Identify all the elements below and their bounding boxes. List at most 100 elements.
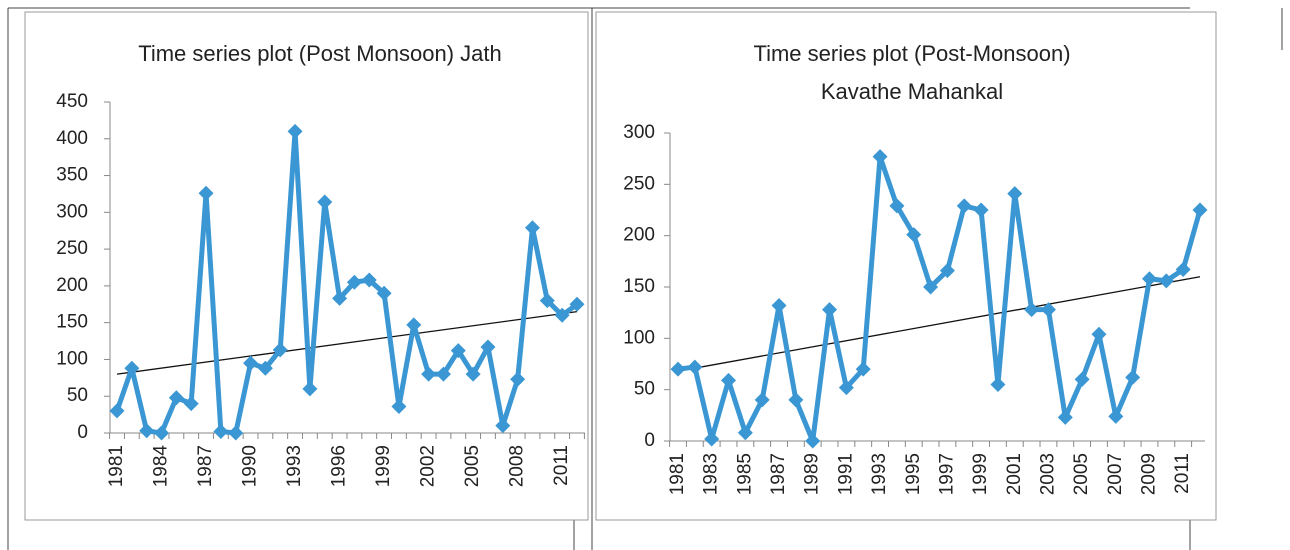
x-tick-label: 1983 bbox=[701, 453, 722, 495]
x-tick-label: 2008 bbox=[507, 445, 528, 487]
data-point bbox=[465, 366, 481, 382]
data-point bbox=[1074, 371, 1090, 387]
chart-box bbox=[595, 11, 1217, 521]
x-tick-label: 1995 bbox=[903, 453, 924, 495]
data-point bbox=[539, 293, 555, 309]
data-point bbox=[480, 339, 496, 355]
y-tick-label: 250 bbox=[623, 173, 655, 194]
x-tick-label: 2011 bbox=[1172, 453, 1193, 494]
data-point bbox=[939, 263, 955, 279]
data-point bbox=[109, 403, 125, 419]
data-point bbox=[838, 380, 854, 396]
x-tick-label: 1989 bbox=[802, 453, 823, 495]
x-tick-label: 2009 bbox=[1138, 453, 1159, 495]
data-point bbox=[257, 360, 273, 376]
data-point bbox=[391, 399, 407, 415]
data-point bbox=[1040, 302, 1056, 318]
data-point bbox=[168, 390, 184, 406]
series-line bbox=[677, 154, 1203, 444]
data-point bbox=[855, 361, 871, 377]
y-tick-label: 100 bbox=[56, 348, 88, 369]
data-point bbox=[1175, 262, 1191, 278]
data-point bbox=[450, 343, 466, 359]
data-point bbox=[771, 297, 787, 313]
data-point bbox=[923, 279, 939, 295]
data-point bbox=[990, 377, 1006, 393]
y-tick-label: 350 bbox=[56, 165, 88, 186]
data-point bbox=[243, 355, 259, 371]
data-point bbox=[906, 227, 922, 243]
data-point bbox=[198, 185, 214, 201]
x-tick-label: 2003 bbox=[1037, 453, 1058, 495]
trend-line bbox=[116, 310, 578, 375]
x-tick-label: 2001 bbox=[1004, 453, 1025, 495]
data-point bbox=[754, 392, 770, 408]
data-point bbox=[406, 317, 422, 333]
x-tick-label: 2002 bbox=[418, 445, 439, 487]
data-point bbox=[889, 198, 905, 214]
x-tick-label: 2005 bbox=[1071, 453, 1092, 495]
x-tick-label: 1981 bbox=[106, 445, 127, 487]
data-point bbox=[822, 302, 838, 318]
y-tick-label: 250 bbox=[56, 238, 88, 259]
x-tick-label: 2005 bbox=[462, 445, 483, 487]
data-point bbox=[346, 274, 362, 290]
data-point bbox=[737, 425, 753, 441]
data-point bbox=[805, 433, 821, 449]
y-tick-label: 200 bbox=[623, 225, 655, 246]
data-point bbox=[213, 424, 229, 440]
data-point bbox=[687, 359, 703, 375]
y-tick-label: 300 bbox=[623, 122, 655, 143]
data-point bbox=[1057, 409, 1073, 425]
data-point bbox=[1091, 326, 1107, 342]
y-tick-label: 0 bbox=[644, 430, 655, 451]
data-point bbox=[956, 198, 972, 214]
data-point bbox=[554, 307, 570, 323]
y-tick-label: 100 bbox=[623, 327, 655, 348]
data-point bbox=[287, 123, 303, 139]
data-point bbox=[788, 392, 804, 408]
data-point bbox=[272, 342, 288, 358]
data-point bbox=[361, 272, 377, 288]
data-point bbox=[183, 396, 199, 412]
y-tick-label: 150 bbox=[56, 312, 88, 333]
x-tick-label: 2007 bbox=[1105, 453, 1126, 495]
chart-title: Time series plot (Post-Monsoon) bbox=[753, 41, 1070, 66]
data-point bbox=[154, 425, 170, 441]
chart-title: Time series plot (Post Monsoon) Jath bbox=[138, 41, 502, 66]
y-tick-label: 300 bbox=[56, 201, 88, 222]
y-tick-label: 450 bbox=[56, 91, 88, 112]
x-tick-label: 2011 bbox=[551, 445, 572, 486]
x-tick-label: 1999 bbox=[970, 453, 991, 495]
data-point bbox=[1125, 369, 1141, 385]
data-point bbox=[872, 149, 888, 165]
data-point bbox=[721, 372, 737, 388]
data-point bbox=[704, 431, 720, 447]
data-point bbox=[569, 296, 585, 312]
x-tick-label: 1985 bbox=[734, 453, 755, 495]
data-point bbox=[973, 202, 989, 218]
data-point bbox=[1108, 408, 1124, 424]
y-tick-label: 400 bbox=[56, 128, 88, 149]
y-tick-label: 150 bbox=[623, 276, 655, 297]
y-tick-label: 50 bbox=[67, 385, 88, 406]
x-tick-label: 1997 bbox=[936, 453, 957, 495]
x-tick-label: 1984 bbox=[151, 445, 172, 488]
x-tick-label: 1991 bbox=[835, 453, 856, 495]
x-tick-label: 1987 bbox=[195, 445, 216, 487]
data-point bbox=[228, 425, 244, 441]
data-point bbox=[670, 361, 686, 377]
series-line bbox=[114, 128, 579, 436]
data-point bbox=[317, 194, 333, 210]
data-point bbox=[1192, 202, 1208, 218]
x-tick-label: 1990 bbox=[240, 445, 261, 487]
data-point bbox=[302, 381, 318, 397]
x-tick-label: 1981 bbox=[667, 453, 688, 495]
data-point bbox=[1158, 273, 1174, 289]
data-point bbox=[524, 220, 540, 236]
data-point bbox=[510, 371, 526, 387]
x-tick-label: 1993 bbox=[284, 445, 305, 487]
trend-line bbox=[677, 276, 1201, 372]
chart-box bbox=[24, 11, 589, 521]
